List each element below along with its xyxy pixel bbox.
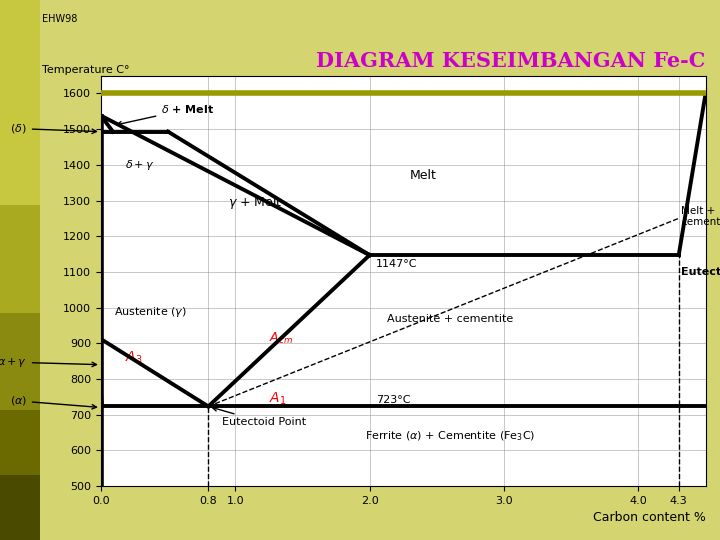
Text: Melt +
cementite: Melt + cementite [681, 206, 720, 227]
Text: Melt: Melt [410, 169, 437, 182]
Text: Eutectoid Point: Eutectoid Point [212, 407, 306, 427]
Text: EHW98: EHW98 [42, 14, 77, 24]
Text: $\delta$ + Melt: $\delta$ + Melt [117, 103, 215, 126]
Text: Austenite + cementite: Austenite + cementite [387, 314, 513, 324]
Text: $A_{cm}$: $A_{cm}$ [269, 330, 293, 346]
Text: Eutectic Point: Eutectic Point [681, 267, 720, 278]
Bar [0, 313, 40, 410]
Bar [0, 205, 40, 313]
Text: 723°C: 723°C [377, 395, 411, 405]
X-axis label: Carbon content %: Carbon content % [593, 511, 706, 524]
Text: Austenite ($\gamma$): Austenite ($\gamma$) [114, 305, 187, 319]
Text: $\alpha + \gamma$: $\alpha + \gamma$ [0, 356, 96, 369]
Text: $(\alpha)$: $(\alpha)$ [10, 394, 96, 409]
Bar [0, 410, 40, 475]
Bar [0, 475, 40, 540]
Text: $(\delta)$: $(\delta)$ [10, 122, 96, 135]
Text: DIAGRAM KESEIMBANGAN Fe-C: DIAGRAM KESEIMBANGAN Fe-C [316, 51, 706, 71]
Text: 1147°C: 1147°C [377, 259, 418, 269]
Text: $A_1$: $A_1$ [269, 390, 287, 407]
Text: Ferrite ($\alpha$) + Cementite (Fe$_3$C): Ferrite ($\alpha$) + Cementite (Fe$_3$C) [365, 430, 536, 443]
Text: $A_3$: $A_3$ [125, 350, 143, 366]
Text: $\gamma$ + Melt: $\gamma$ + Melt [228, 194, 282, 211]
Bar [0, 0, 40, 205]
Text: $\delta + \gamma$: $\delta + \gamma$ [125, 158, 155, 172]
Text: Temperature C°: Temperature C° [42, 65, 130, 75]
